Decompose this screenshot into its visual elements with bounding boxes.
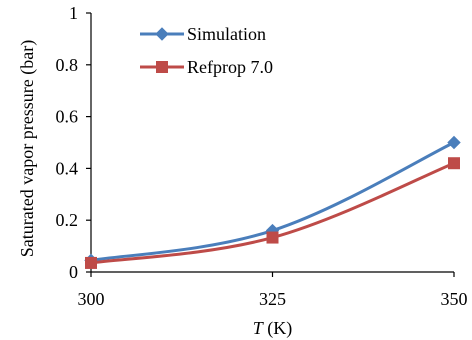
x-axis-title-unit: (K): [263, 318, 293, 339]
legend-marker: [155, 27, 169, 41]
y-tick-label: 1: [69, 3, 78, 23]
x-tick-label: 350: [441, 289, 468, 309]
x-ticks: 300 325 350: [78, 272, 468, 309]
legend-label: Simulation: [187, 24, 266, 44]
series-square: [85, 157, 460, 269]
legend-label: Refprop 7.0: [187, 57, 273, 77]
legend-item: Refprop 7.0: [140, 57, 273, 77]
series-layer: [84, 135, 461, 269]
data-point: [266, 231, 279, 244]
legend: Simulation Refprop 7.0: [140, 24, 273, 77]
data-point: [448, 157, 460, 170]
series-diamond: [84, 135, 461, 268]
x-axis-title-symbol: T: [253, 318, 265, 338]
y-axis-title: Saturated vapor pressure (bar): [17, 40, 38, 257]
x-axis-title: T (K): [253, 318, 293, 339]
legend-item: Simulation: [140, 24, 266, 44]
x-tick-label: 325: [259, 289, 286, 309]
y-ticks: 0 0.2 0.4 0.6 0.8 1: [56, 3, 91, 282]
legend-marker: [156, 61, 168, 73]
y-tick-label: 0.4: [56, 158, 79, 178]
y-tick-label: 0.6: [56, 107, 79, 127]
data-point: [85, 256, 97, 269]
x-tick-label: 300: [78, 289, 105, 309]
series-line: [90, 161, 455, 265]
y-tick-label: 0: [69, 262, 78, 282]
y-tick-label: 0.2: [56, 210, 79, 230]
data-point: [447, 135, 461, 150]
y-tick-label: 0.8: [56, 55, 79, 75]
